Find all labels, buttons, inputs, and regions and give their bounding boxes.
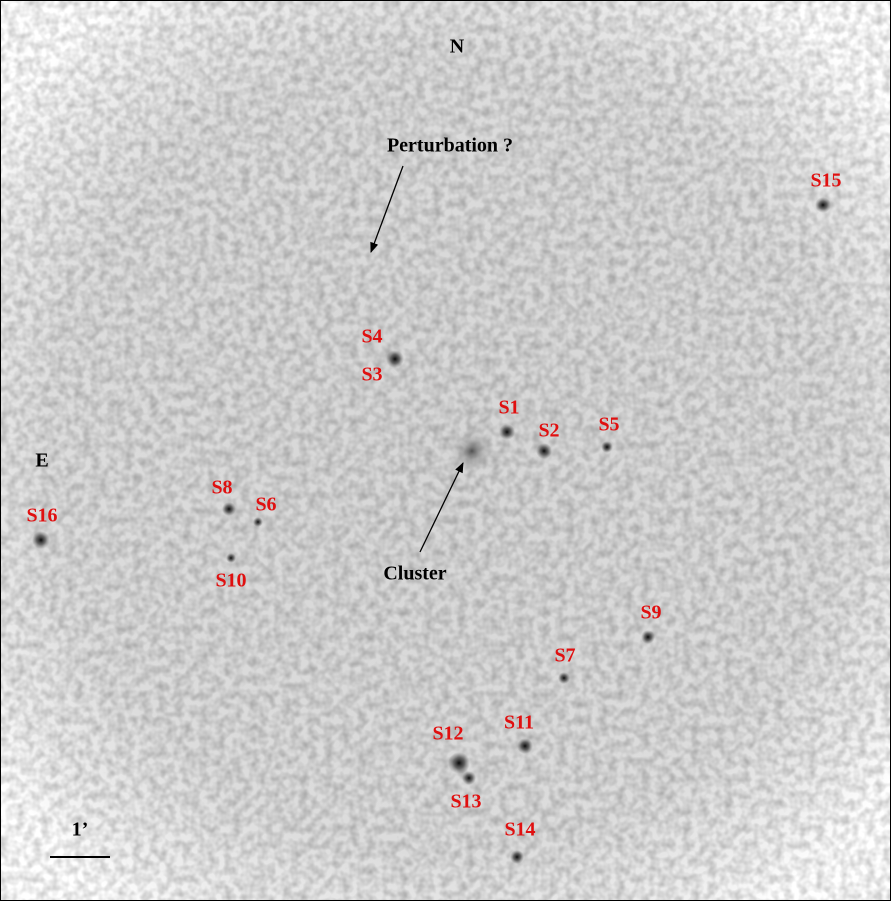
source-label: S11 — [504, 712, 534, 734]
source-label: S13 — [450, 791, 481, 813]
source-label: S9 — [640, 602, 661, 624]
cluster-emission — [450, 429, 494, 473]
source — [386, 350, 404, 368]
source — [536, 443, 552, 459]
source-label: S3 — [361, 364, 382, 386]
source — [815, 197, 831, 213]
source — [558, 672, 570, 684]
source — [226, 553, 236, 563]
source — [641, 630, 655, 644]
source — [253, 517, 263, 527]
east-label: E — [35, 450, 48, 472]
sky-image: N E Perturbation ? Cluster 1’ S1 S2 S3 S… — [0, 0, 891, 901]
source-label: S4 — [361, 326, 382, 348]
source-label: S6 — [255, 494, 276, 516]
cluster-label: Cluster — [383, 563, 446, 585]
source-label: S2 — [538, 420, 559, 442]
source — [517, 738, 533, 754]
source — [601, 441, 613, 453]
source-label: S8 — [211, 477, 232, 499]
source-label: S5 — [598, 414, 619, 436]
perturbation-label: Perturbation ? — [387, 135, 513, 157]
source — [510, 850, 524, 864]
source-label: S10 — [215, 570, 246, 592]
source-label: S1 — [498, 397, 519, 419]
source-label: S14 — [504, 819, 535, 841]
source — [462, 771, 476, 785]
source-label: S15 — [810, 170, 841, 192]
source — [499, 424, 515, 440]
source-label: S16 — [26, 505, 57, 527]
source — [448, 752, 470, 774]
scale-label: 1’ — [72, 819, 89, 841]
source-label: S7 — [554, 645, 575, 667]
source-label: S12 — [432, 723, 463, 745]
source — [222, 502, 236, 516]
source — [32, 531, 50, 549]
north-label: N — [450, 36, 465, 58]
